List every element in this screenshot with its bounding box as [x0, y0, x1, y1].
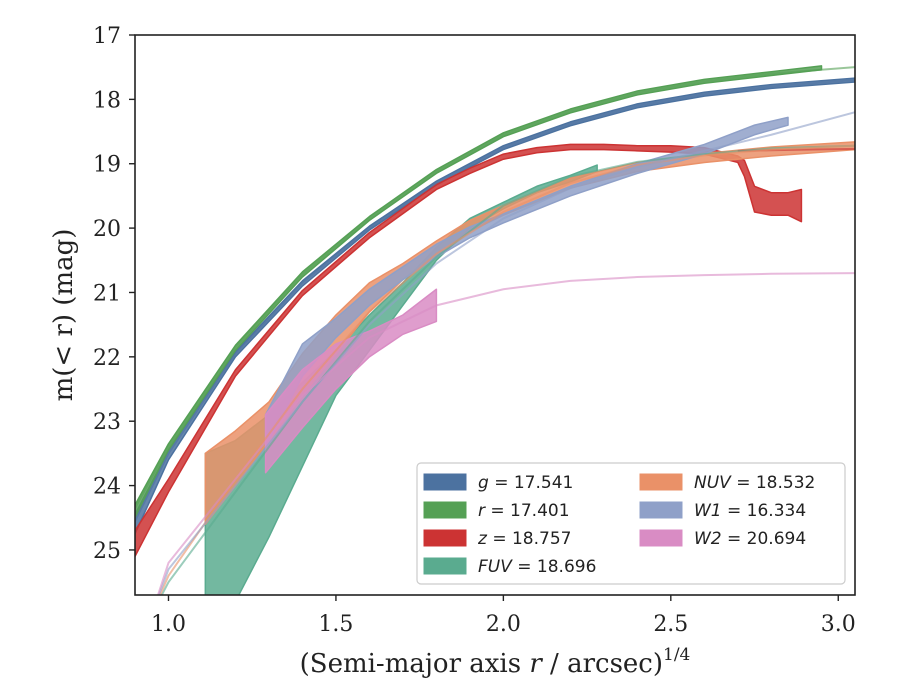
- y-tick-label: 25: [93, 539, 121, 564]
- x-axis-title-exponent: 1/4: [663, 645, 690, 665]
- band-w1: [264, 116, 789, 448]
- x-tick-label: 2.5: [653, 612, 688, 637]
- x-tick-label: 3.0: [821, 612, 856, 637]
- legend-item-g: g = 17.541: [423, 473, 573, 493]
- legend-label: g = 17.541: [478, 473, 573, 493]
- y-tick-label: 21: [93, 281, 121, 306]
- band-w2: [264, 288, 438, 474]
- legend-swatch: [639, 529, 683, 547]
- legend-item-r: r = 17.401: [423, 501, 570, 521]
- y-axis-title: m(< r) (mag): [49, 229, 79, 402]
- legend: g = 17.541 r = 17.401 z = 18.757 FUV = 18.6…: [416, 462, 846, 585]
- x-axis-ticks: 1.0 1.5 2.0 2.5 3.0: [151, 595, 856, 637]
- x-axis-title: (Semi-major axis r / arcsec)1/4: [300, 645, 691, 679]
- legend-swatch: [639, 501, 683, 519]
- legend-box: [416, 462, 846, 585]
- band-z: [135, 143, 803, 558]
- y-tick-label: 19: [93, 153, 121, 178]
- legend-label: z = 18.757: [477, 529, 571, 549]
- legend-swatch: [423, 557, 467, 575]
- x-tick-label: 1.5: [318, 612, 353, 637]
- model-line-r: [135, 66, 855, 509]
- model-line-w1: [157, 111, 855, 595]
- y-tick-label: 24: [93, 475, 121, 500]
- y-tick-label: 18: [93, 88, 121, 113]
- x-tick-label: 2.0: [486, 612, 521, 637]
- model-line-g: [135, 79, 855, 522]
- legend-item-nuv: NUV = 18.532: [639, 473, 815, 493]
- legend-label: W2 = 20.694: [694, 529, 806, 549]
- legend-label: NUV = 18.532: [694, 473, 815, 493]
- model-line-w2: [156, 272, 855, 595]
- model-line-nuv: [159, 144, 855, 595]
- legend-item-w1: W1 = 16.334: [639, 501, 806, 521]
- legend-label: FUV = 18.696: [478, 557, 596, 577]
- legend-item-fuv: FUV = 18.696: [423, 557, 596, 577]
- model-line-fuv: [160, 144, 855, 595]
- y-tick-label: 17: [93, 24, 121, 49]
- x-tick-label: 1.0: [151, 612, 186, 637]
- legend-swatch: [423, 473, 467, 491]
- legend-label: r = 17.401: [478, 501, 570, 521]
- axes-frame: [134, 34, 856, 596]
- y-tick-label: 20: [93, 217, 121, 242]
- legend-item-w2: W2 = 20.694: [639, 529, 806, 549]
- legend-label: W1 = 16.334: [694, 501, 806, 521]
- legend-swatch: [639, 473, 683, 491]
- legend-swatch: [423, 529, 467, 547]
- y-tick-label: 23: [93, 410, 121, 435]
- band-g: [135, 77, 855, 535]
- x-axis-title-text: (Semi-major axis r / arcsec): [300, 649, 663, 679]
- legend-item-z: z = 18.757: [423, 529, 571, 549]
- y-tick-label: 22: [93, 346, 121, 371]
- model-curves: [135, 66, 855, 595]
- legend-swatch: [423, 501, 467, 519]
- y-axis-ticks: 17 18 19 20 21 22 23 24 25: [93, 24, 135, 564]
